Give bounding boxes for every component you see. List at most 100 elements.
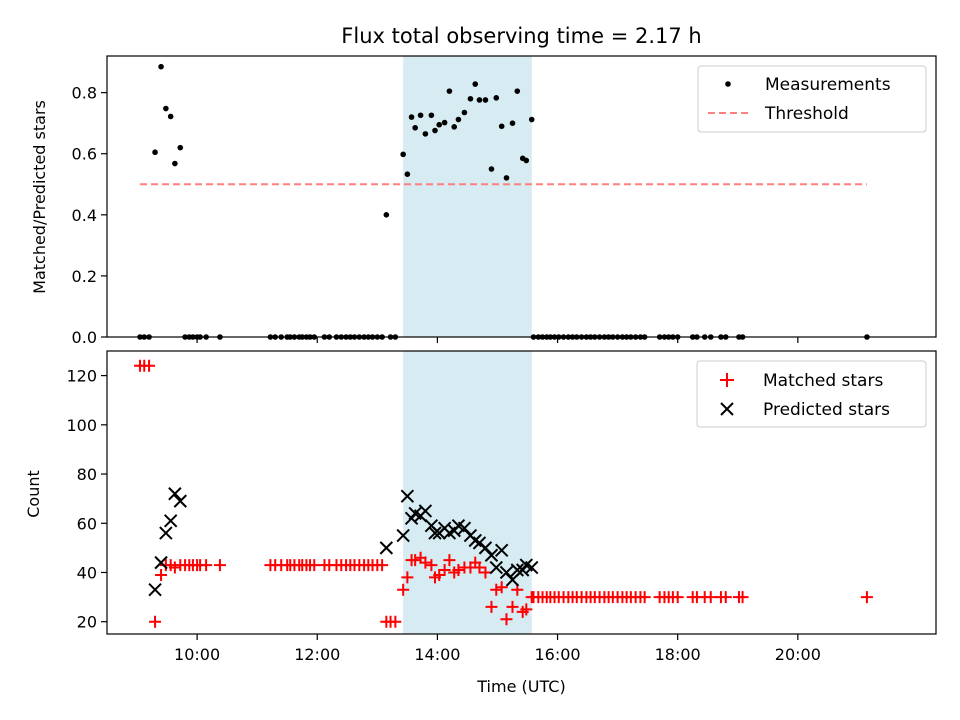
measurement-point <box>488 166 495 172</box>
top-panel: 0.00.20.40.60.8 Matched/Predicted stars … <box>30 55 937 347</box>
bottom-legend-box <box>696 360 927 428</box>
y-tick-label: 40 <box>77 563 97 582</box>
matched-star-point <box>485 600 498 613</box>
predicted-star-point <box>418 504 433 518</box>
predicted-star-point <box>163 514 178 528</box>
x-tick-label: 14:00 <box>414 645 460 664</box>
predicted-star-point <box>173 494 187 508</box>
measurement-point <box>467 95 474 102</box>
matched-star-point <box>376 559 389 572</box>
measurement-point <box>167 113 174 120</box>
predicted-star-point <box>484 548 499 562</box>
matched-star-point <box>213 559 226 572</box>
top-legend: Measurements Threshold <box>697 65 927 133</box>
matched-star-point <box>168 561 181 574</box>
matched-star-point <box>401 571 414 584</box>
matched-star-point <box>506 600 519 613</box>
predicted-star-point <box>510 563 525 577</box>
predicted-star-point <box>489 560 503 575</box>
y-tick-label: 0.6 <box>72 145 97 164</box>
legend-dot-marker <box>725 81 731 87</box>
measurement-point <box>422 131 429 137</box>
matched-star-point <box>860 591 873 604</box>
predicted-stars-series <box>148 487 539 597</box>
legend-plus-marker <box>720 373 734 387</box>
matched-star-point <box>479 566 492 579</box>
measurement-point <box>400 151 406 158</box>
matched-star-point <box>495 581 508 594</box>
top-x-ticks <box>196 337 799 343</box>
matched-star-point <box>443 554 456 567</box>
legend-label-measurements: Measurements <box>765 75 891 95</box>
bottom-axes-frame <box>106 350 937 635</box>
measurement-point <box>177 144 184 151</box>
x-tick-label: 20:00 <box>775 645 821 664</box>
predicted-star-point <box>525 560 539 575</box>
measurement-point <box>514 88 521 94</box>
predicted-star-point <box>154 555 168 570</box>
measurement-point <box>436 121 443 128</box>
matched-star-point <box>452 564 465 577</box>
matched-stars-series <box>134 359 873 628</box>
predicted-star-point <box>396 528 410 543</box>
matched-star-point <box>308 559 321 572</box>
bottom-panel: 20 40 60 80 100 120 10:00 12:00 14:00 16:00 18:00… <box>24 350 937 696</box>
matched-star-point <box>149 615 162 628</box>
predicted-star-point <box>505 573 520 587</box>
y-tick-label: 100 <box>66 416 97 435</box>
measurement-point <box>503 175 510 181</box>
y-tick-label: 0.0 <box>72 328 97 347</box>
matched-star-point <box>425 559 438 572</box>
matched-star-point <box>409 554 422 567</box>
measurement-point <box>461 109 468 116</box>
measurement-point <box>441 119 448 126</box>
matched-star-point <box>155 568 168 581</box>
bottom-y-ticks: 20 40 60 80 100 120 <box>66 367 107 632</box>
measurement-point <box>523 157 530 164</box>
measurement-point <box>472 81 479 87</box>
y-tick-label: 120 <box>66 367 97 386</box>
matched-star-point <box>719 591 732 604</box>
y-tick-label: 0.8 <box>72 84 97 103</box>
measurement-point <box>417 112 424 119</box>
legend-label-matched-stars: Matched stars <box>763 371 883 391</box>
matched-star-point <box>520 603 533 616</box>
top-y-axis-label: Matched/Predicted stars <box>30 100 49 294</box>
matched-star-point <box>500 613 513 626</box>
x-tick-label: 18:00 <box>655 645 701 664</box>
measurements-series <box>137 63 870 340</box>
matched-star-point <box>671 591 684 604</box>
measurement-point <box>528 116 535 123</box>
measurement-point <box>432 127 438 134</box>
chart-title: Flux total observing time = 2.17 h <box>341 24 701 48</box>
measurement-point <box>158 63 164 70</box>
x-tick-label: 12:00 <box>294 645 340 664</box>
measurement-point <box>493 95 500 101</box>
matched-star-point <box>638 591 651 604</box>
matched-star-point <box>397 583 410 596</box>
legend-x-marker <box>720 402 734 416</box>
measurement-point <box>172 160 178 167</box>
measurement-point <box>482 97 489 103</box>
measurement-point <box>163 105 169 112</box>
matched-star-point <box>438 564 451 577</box>
x-tick-label: 16:00 <box>534 645 580 664</box>
predicted-star-point <box>159 526 173 540</box>
predicted-star-point <box>428 526 442 540</box>
measurement-point <box>408 114 415 120</box>
legend-label-threshold: Threshold <box>764 104 849 124</box>
measurement-point <box>455 116 462 123</box>
matched-star-point <box>200 559 213 572</box>
matched-star-point <box>143 359 156 372</box>
measurement-point <box>446 88 453 94</box>
predicted-star-point <box>379 541 394 555</box>
matched-star-point <box>419 556 432 569</box>
y-tick-label: 20 <box>77 613 97 632</box>
top-y-ticks: 0.0 0.2 0.4 0.6 0.8 <box>72 84 107 347</box>
matched-star-point <box>473 561 486 574</box>
highlight-span <box>403 56 532 337</box>
measurement-point <box>152 149 158 156</box>
measurement-point <box>404 171 411 178</box>
y-tick-label: 80 <box>77 465 97 484</box>
